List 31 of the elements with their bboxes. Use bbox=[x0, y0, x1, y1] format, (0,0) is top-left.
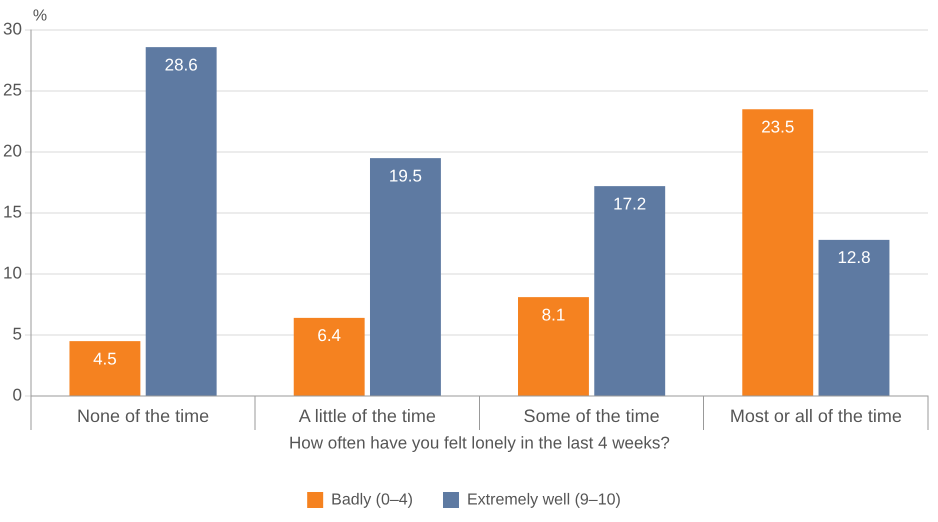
data-label: 28.6 bbox=[164, 55, 198, 74]
data-label: 12.8 bbox=[837, 248, 871, 268]
bar bbox=[370, 158, 441, 396]
data-label: 8.1 bbox=[542, 305, 566, 324]
bar bbox=[294, 318, 365, 396]
legend-label: Extremely well (9–10) bbox=[466, 491, 621, 508]
y-axis-title: % bbox=[32, 7, 48, 24]
x-axis-title: How often have you felt lonely in the last 4 weeks? bbox=[289, 433, 670, 452]
data-label: 19.5 bbox=[388, 166, 422, 186]
bar bbox=[818, 240, 890, 396]
bar bbox=[518, 297, 589, 396]
data-label: 23.5 bbox=[761, 117, 794, 136]
bar bbox=[742, 109, 814, 396]
x-tick-label: Most or all of the time bbox=[730, 406, 902, 426]
data-label: 17.2 bbox=[613, 194, 646, 214]
y-tick-label: 0 bbox=[12, 386, 22, 405]
data-label: 4.5 bbox=[93, 349, 117, 368]
bar bbox=[594, 186, 666, 396]
y-tick-label: 5 bbox=[12, 324, 22, 344]
y-tick-label: 20 bbox=[2, 142, 22, 161]
x-tick-label: None of the time bbox=[77, 406, 210, 426]
x-tick-label: A little of the time bbox=[298, 406, 436, 426]
data-label: 6.4 bbox=[317, 326, 342, 346]
y-tick-label: 30 bbox=[2, 20, 22, 39]
y-tick-label: 15 bbox=[2, 202, 22, 222]
y-tick-label: 10 bbox=[2, 264, 22, 283]
y-tick-label: 25 bbox=[2, 80, 22, 100]
bar bbox=[69, 341, 140, 396]
legend-label: Badly (0–4) bbox=[331, 491, 414, 508]
bar bbox=[146, 47, 217, 396]
x-tick-label: Some of the time bbox=[524, 406, 660, 426]
